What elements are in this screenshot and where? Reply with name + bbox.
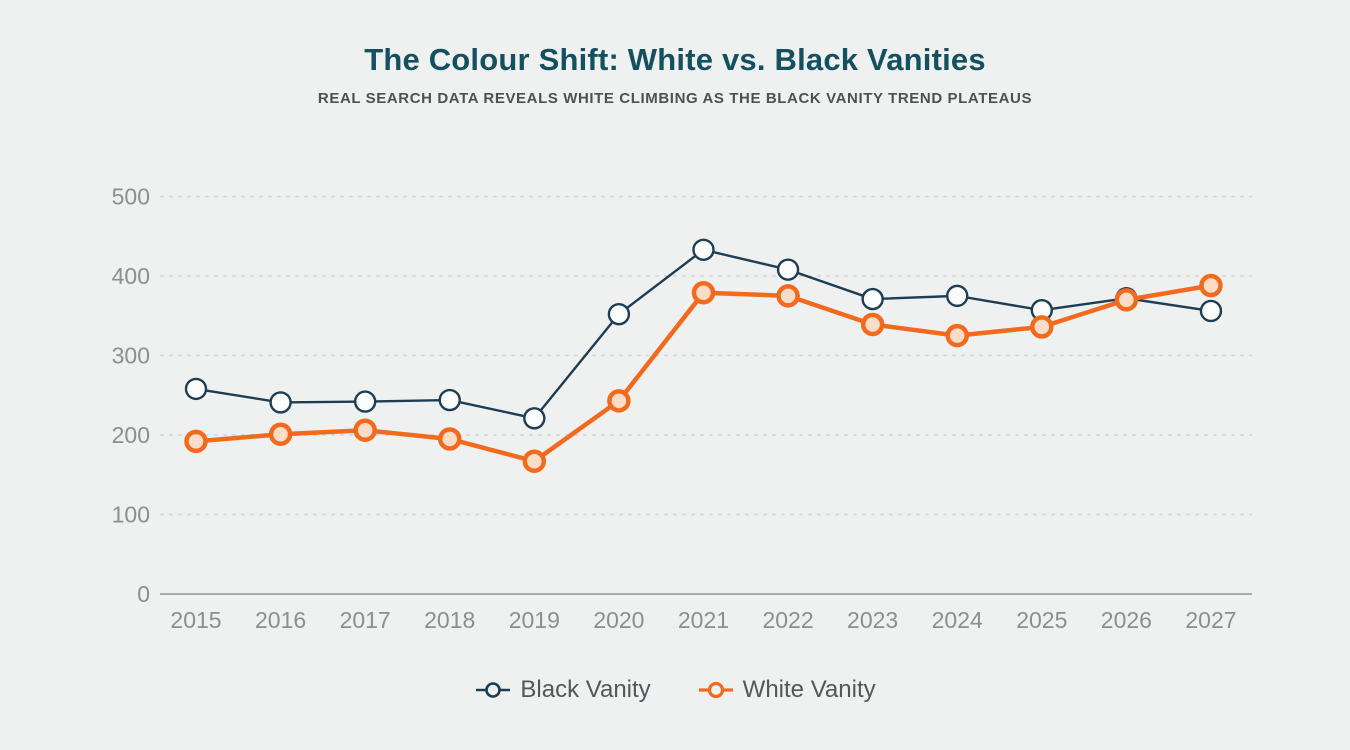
x-tick-label-2020: 2020 xyxy=(593,607,644,633)
data-point-black-vanity-2019 xyxy=(523,407,546,430)
black-vanity-legend-marker-icon xyxy=(476,682,511,698)
legend-label-white-vanity: White Vanity xyxy=(742,676,876,703)
data-point-black-vanity-2027 xyxy=(1199,299,1223,323)
legend-label-black-vanity: Black Vanity xyxy=(520,676,651,703)
y-tick-label-400: 400 xyxy=(112,263,150,289)
data-point-black-vanity-2016 xyxy=(269,391,292,414)
x-tick-label-2026: 2026 xyxy=(1101,607,1152,633)
data-point-white-vanity-2017 xyxy=(353,418,377,442)
data-point-black-vanity-2018 xyxy=(438,388,461,412)
data-point-white-vanity-2018 xyxy=(437,427,462,451)
x-tick-label-2027: 2027 xyxy=(1185,607,1236,633)
data-point-white-vanity-2015 xyxy=(184,429,208,454)
legend-item-black-vanity[interactable]: Black Vanity xyxy=(474,676,651,704)
data-point-white-vanity-2027 xyxy=(1199,273,1223,298)
x-tick-label-2025: 2025 xyxy=(1016,607,1067,633)
data-point-white-vanity-2020 xyxy=(607,389,631,413)
data-point-black-vanity-2021 xyxy=(692,238,715,261)
data-point-white-vanity-2022 xyxy=(776,284,800,308)
data-point-black-vanity-2015 xyxy=(184,377,208,401)
x-tick-label-2019: 2019 xyxy=(509,607,560,633)
data-point-white-vanity-2026 xyxy=(1114,288,1139,312)
x-tick-label-2018: 2018 xyxy=(424,607,475,633)
data-point-white-vanity-2024 xyxy=(945,323,969,348)
data-point-white-vanity-2025 xyxy=(1030,315,1054,339)
x-tick-label-2016: 2016 xyxy=(255,607,306,633)
data-point-white-vanity-2021 xyxy=(691,280,716,305)
data-point-white-vanity-2023 xyxy=(860,312,885,337)
y-tick-label-300: 300 xyxy=(112,343,150,369)
data-point-white-vanity-2016 xyxy=(268,422,293,446)
data-point-black-vanity-2020 xyxy=(607,302,631,326)
x-tick-label-2017: 2017 xyxy=(340,607,391,633)
series-line-black-vanity xyxy=(194,248,1213,420)
x-tick-label-2023: 2023 xyxy=(847,607,898,633)
chart-title: The Colour Shift: White vs. Black Vaniti… xyxy=(364,42,986,77)
x-tick-label-2024: 2024 xyxy=(932,607,983,633)
data-point-black-vanity-2024 xyxy=(946,284,969,308)
y-tick-label-100: 100 xyxy=(112,502,150,528)
chart-subtitle: REAL SEARCH DATA REVEALS WHITE CLIMBING … xyxy=(317,90,1033,107)
y-tick-label-0: 0 xyxy=(137,581,150,607)
y-tick-label-500: 500 xyxy=(112,184,150,210)
x-tick-label-2022: 2022 xyxy=(762,607,813,633)
data-point-black-vanity-2023 xyxy=(861,287,884,311)
white-vanity-legend-marker-icon xyxy=(698,681,733,699)
data-point-white-vanity-2019 xyxy=(522,449,547,473)
chart-legend: Black Vanity White Vanity xyxy=(0,676,1350,704)
x-tick-label-2015: 2015 xyxy=(170,607,221,633)
x-tick-label-2021: 2021 xyxy=(678,607,729,633)
legend-item-white-vanity[interactable]: White Vanity xyxy=(697,676,876,704)
y-tick-label-200: 200 xyxy=(112,422,150,448)
data-point-black-vanity-2017 xyxy=(353,390,377,413)
data-point-black-vanity-2022 xyxy=(776,258,800,281)
